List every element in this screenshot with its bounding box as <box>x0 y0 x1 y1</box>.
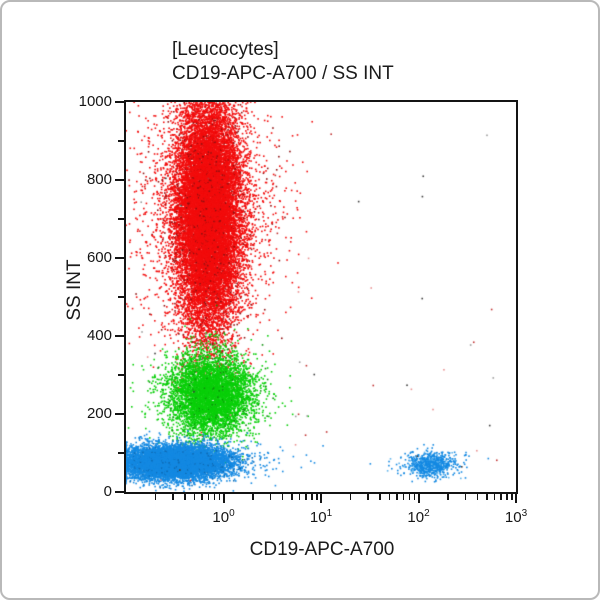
x-minor-tick <box>298 494 301 500</box>
scatter-canvas[interactable] <box>126 102 516 492</box>
x-minor-tick <box>506 494 508 500</box>
x-minor-tick <box>201 494 203 500</box>
x-minor-tick <box>396 494 398 500</box>
y-tick-label: 1000 <box>78 93 112 110</box>
x-minor-tick <box>269 494 272 500</box>
x-minor-tick <box>511 494 513 500</box>
y-minor-tick <box>118 140 124 142</box>
x-minor-tick <box>184 494 186 500</box>
x-minor-tick <box>213 494 216 500</box>
y-major-tick <box>115 491 124 493</box>
plot-title-block: [Leucocytes] CD19-APC-A700 / SS INT <box>172 38 394 86</box>
y-major-tick <box>115 101 124 103</box>
gate-title: [Leucocytes] <box>172 39 279 60</box>
x-minor-tick <box>367 494 369 500</box>
x-tick-label: 100 <box>212 508 235 526</box>
x-minor-tick <box>408 494 411 500</box>
x-major-tick <box>222 494 225 503</box>
y-minor-tick <box>118 374 124 376</box>
x-minor-tick <box>500 494 502 500</box>
x-tick-label: 103 <box>504 508 528 526</box>
x-tick-label: 102 <box>407 508 430 526</box>
y-minor-tick <box>118 218 124 220</box>
x-minor-tick <box>486 494 488 500</box>
y-tick-label: 600 <box>86 249 112 266</box>
x-minor-tick <box>291 494 293 500</box>
y-minor-tick <box>118 452 124 454</box>
y-major-tick <box>115 257 124 259</box>
y-major-tick <box>115 335 124 337</box>
x-minor-tick <box>207 494 210 500</box>
x-minor-tick <box>172 494 174 500</box>
x-minor-tick <box>193 494 196 500</box>
x-minor-tick <box>281 494 284 500</box>
x-minor-tick <box>154 494 157 500</box>
x-minor-tick <box>349 494 352 500</box>
x-major-tick <box>320 494 322 503</box>
y-minor-tick <box>118 296 124 298</box>
y-major-tick <box>115 179 124 181</box>
x-minor-tick <box>413 494 416 500</box>
x-minor-tick <box>447 494 449 500</box>
x-minor-tick <box>493 494 496 500</box>
y-tick-label: 400 <box>86 327 112 344</box>
x-minor-tick <box>379 494 381 500</box>
x-minor-tick <box>464 494 467 500</box>
x-major-tick <box>515 494 517 503</box>
x-minor-tick <box>252 494 254 500</box>
x-minor-tick <box>218 494 221 500</box>
plot-area[interactable] <box>124 100 518 494</box>
y-tick-label: 200 <box>86 405 112 422</box>
x-minor-tick <box>476 494 479 500</box>
y-major-tick <box>115 413 124 415</box>
x-minor-tick <box>388 494 391 500</box>
x-minor-tick <box>305 494 307 500</box>
x-axis-label: CD19-APC-A700 <box>249 539 395 560</box>
x-tick-label: 101 <box>309 508 333 526</box>
parameters-title: CD19-APC-A700 / SS INT <box>172 63 394 84</box>
x-minor-tick <box>402 494 405 500</box>
x-minor-tick <box>311 494 313 500</box>
y-tick-label: 800 <box>86 171 112 188</box>
x-major-tick <box>417 494 420 503</box>
x-minor-tick <box>316 494 318 500</box>
y-tick-label: 0 <box>103 483 112 500</box>
